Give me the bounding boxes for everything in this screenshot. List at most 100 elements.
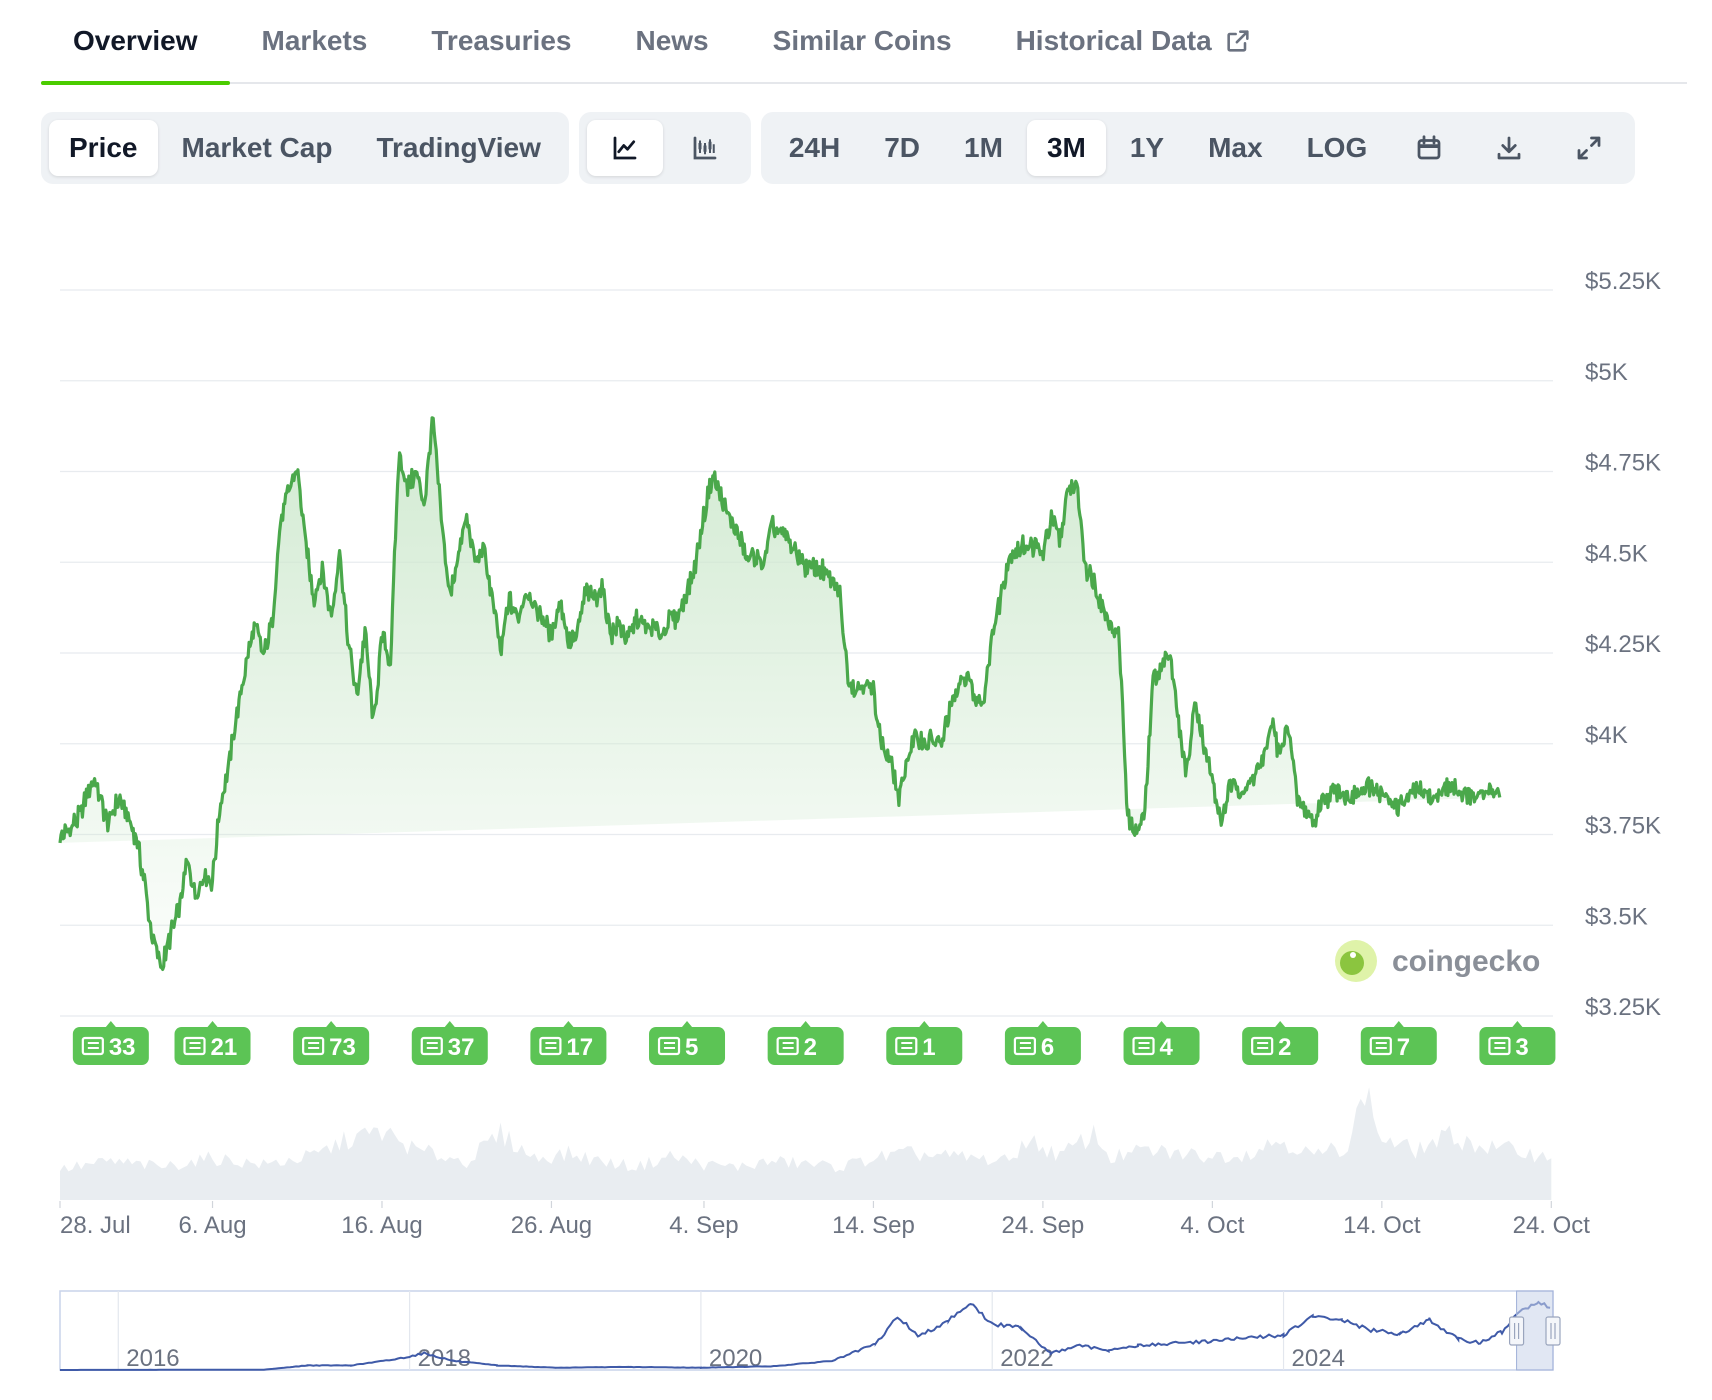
news-badge-pointer bbox=[682, 1021, 693, 1027]
news-badge[interactable]: 1 bbox=[886, 1021, 963, 1065]
news-badge-pointer bbox=[1156, 1021, 1167, 1027]
news-badge-pointer bbox=[105, 1021, 116, 1027]
news-count: 2 bbox=[804, 1034, 817, 1061]
news-badge[interactable]: 21 bbox=[174, 1021, 251, 1065]
news-count: 1 bbox=[922, 1034, 935, 1061]
gecko-eye-shape bbox=[1350, 952, 1356, 958]
chart-toolbar: Price Market Cap TradingView 24H 7D 1M 3M 1Y Ma… bbox=[41, 112, 1636, 184]
tab-label: Overview bbox=[73, 25, 198, 56]
news-count: 4 bbox=[1160, 1034, 1174, 1061]
navigator-frame bbox=[59, 1290, 1554, 1371]
tab-similar-coins[interactable]: Similar Coins bbox=[741, 0, 984, 83]
news-badge-bg bbox=[767, 1027, 844, 1065]
x-tick-label: 4. Oct bbox=[1180, 1212, 1244, 1239]
action-expand-button[interactable] bbox=[1551, 120, 1627, 176]
y-tick-label: $4.5K bbox=[1585, 540, 1648, 567]
tab-label: Historical Data bbox=[1015, 25, 1212, 56]
news-badge-bg bbox=[293, 1027, 370, 1065]
tab-label: Markets bbox=[261, 25, 368, 56]
navigator-line bbox=[60, 1300, 1551, 1371]
news-badge-bg bbox=[886, 1027, 963, 1065]
news-count: 21 bbox=[211, 1034, 238, 1061]
expand-icon bbox=[1577, 136, 1601, 160]
x-tick-label: 26. Aug bbox=[511, 1212, 592, 1239]
news-badge-pointer bbox=[1512, 1021, 1523, 1027]
chart-type-line-chart-button[interactable] bbox=[586, 120, 663, 176]
news-badge[interactable]: 6 bbox=[1004, 1021, 1081, 1065]
tab-markets[interactable]: Markets bbox=[230, 0, 400, 83]
news-badge-pointer bbox=[563, 1021, 574, 1027]
news-badge[interactable]: 37 bbox=[411, 1021, 488, 1065]
x-tick-label: 24. Sep bbox=[1002, 1212, 1085, 1239]
range-3m-button[interactable]: 3M bbox=[1026, 120, 1106, 176]
price-area bbox=[60, 417, 1500, 970]
news-count: 37 bbox=[448, 1034, 475, 1061]
news-badge-pointer bbox=[1037, 1021, 1048, 1027]
candlestick-chart-icon bbox=[693, 136, 717, 160]
y-tick-label: $3.25K bbox=[1585, 994, 1661, 1021]
news-count: 33 bbox=[109, 1034, 136, 1061]
news-badge-bg bbox=[1004, 1027, 1081, 1065]
news-badge-bg bbox=[530, 1027, 607, 1065]
range-log-button[interactable]: LOG bbox=[1306, 132, 1368, 163]
price-chart-svg: $5.25K $5K $4.75K $4.5K $4.25K $4K $3.75K $3.5K… bbox=[58, 268, 1661, 1372]
news-badge[interactable]: 33 bbox=[72, 1021, 149, 1065]
chart-type-group bbox=[578, 112, 751, 184]
news-badge-pointer bbox=[1393, 1021, 1404, 1027]
calendar-icon bbox=[1417, 135, 1441, 160]
tab-treasuries[interactable]: Treasuries bbox=[399, 0, 603, 83]
tab-overview[interactable]: Overview bbox=[41, 0, 230, 85]
navigator-left-handle[interactable] bbox=[1508, 1316, 1525, 1346]
action-download-button[interactable] bbox=[1471, 120, 1547, 176]
range-1y-button[interactable]: 1Y bbox=[1129, 132, 1165, 163]
page-tabs: Overview Markets Treasuries News Similar Coi… bbox=[41, 0, 1687, 85]
news-badge-pointer bbox=[1275, 1021, 1286, 1027]
navigator-year-label: 2024 bbox=[1292, 1345, 1345, 1372]
navigator-year-label: 2022 bbox=[1000, 1345, 1053, 1372]
view-market-cap-button[interactable]: Market Cap bbox=[181, 132, 333, 163]
chart-type-candlestick-chart-button[interactable] bbox=[667, 120, 743, 176]
news-badge[interactable]: 73 bbox=[293, 1021, 370, 1065]
tab-news[interactable]: News bbox=[603, 0, 740, 83]
news-badge-pointer bbox=[919, 1021, 930, 1027]
newspaper-icon bbox=[420, 1036, 443, 1056]
news-badge-bg bbox=[1242, 1027, 1319, 1065]
line-chart-icon bbox=[613, 136, 637, 160]
news-badge[interactable]: 2 bbox=[767, 1021, 844, 1065]
news-count: 5 bbox=[685, 1034, 698, 1061]
news-count: 3 bbox=[1515, 1034, 1528, 1061]
y-tick-label: $4K bbox=[1585, 722, 1628, 749]
news-badge[interactable]: 2 bbox=[1242, 1021, 1319, 1065]
news-badge[interactable]: 17 bbox=[530, 1021, 607, 1065]
news-badge[interactable]: 7 bbox=[1360, 1021, 1437, 1065]
news-badge-bg bbox=[411, 1027, 488, 1065]
view-tradingview-button[interactable]: TradingView bbox=[376, 132, 541, 163]
x-tick-label: 16. Aug bbox=[341, 1212, 422, 1239]
newspaper-icon bbox=[1013, 1036, 1037, 1056]
news-badge[interactable]: 5 bbox=[649, 1021, 726, 1065]
newspaper-icon bbox=[302, 1036, 325, 1056]
action-calendar-button[interactable] bbox=[1391, 120, 1467, 176]
y-tick-label: $4.25K bbox=[1585, 631, 1661, 658]
tab-historical-data[interactable]: Historical Data bbox=[984, 0, 1284, 83]
news-count: 17 bbox=[566, 1034, 593, 1061]
news-badge-bg bbox=[1123, 1027, 1200, 1065]
newspaper-icon bbox=[776, 1036, 799, 1056]
external-link-icon bbox=[1227, 30, 1249, 52]
gecko-head-shape bbox=[1340, 951, 1364, 975]
navigator-right-handle[interactable] bbox=[1545, 1316, 1561, 1346]
y-tick-label: $5K bbox=[1585, 359, 1628, 386]
view-price-button[interactable]: Price bbox=[49, 120, 158, 176]
range-24h-button[interactable]: 24H bbox=[788, 132, 841, 163]
watermark-text: coingecko bbox=[1392, 945, 1540, 978]
x-tick-label: 14. Sep bbox=[832, 1212, 915, 1239]
range-1m-button[interactable]: 1M bbox=[964, 132, 1003, 163]
news-badge[interactable]: 4 bbox=[1123, 1021, 1200, 1065]
range-max-button[interactable]: Max bbox=[1208, 132, 1263, 163]
news-badge[interactable]: 3 bbox=[1479, 1021, 1556, 1065]
news-count: 6 bbox=[1041, 1034, 1054, 1061]
newspaper-icon bbox=[657, 1036, 681, 1056]
range-7d-button[interactable]: 7D bbox=[884, 132, 921, 163]
news-badge-pointer bbox=[326, 1021, 337, 1027]
coingecko-watermark: coingecko bbox=[1335, 940, 1540, 982]
